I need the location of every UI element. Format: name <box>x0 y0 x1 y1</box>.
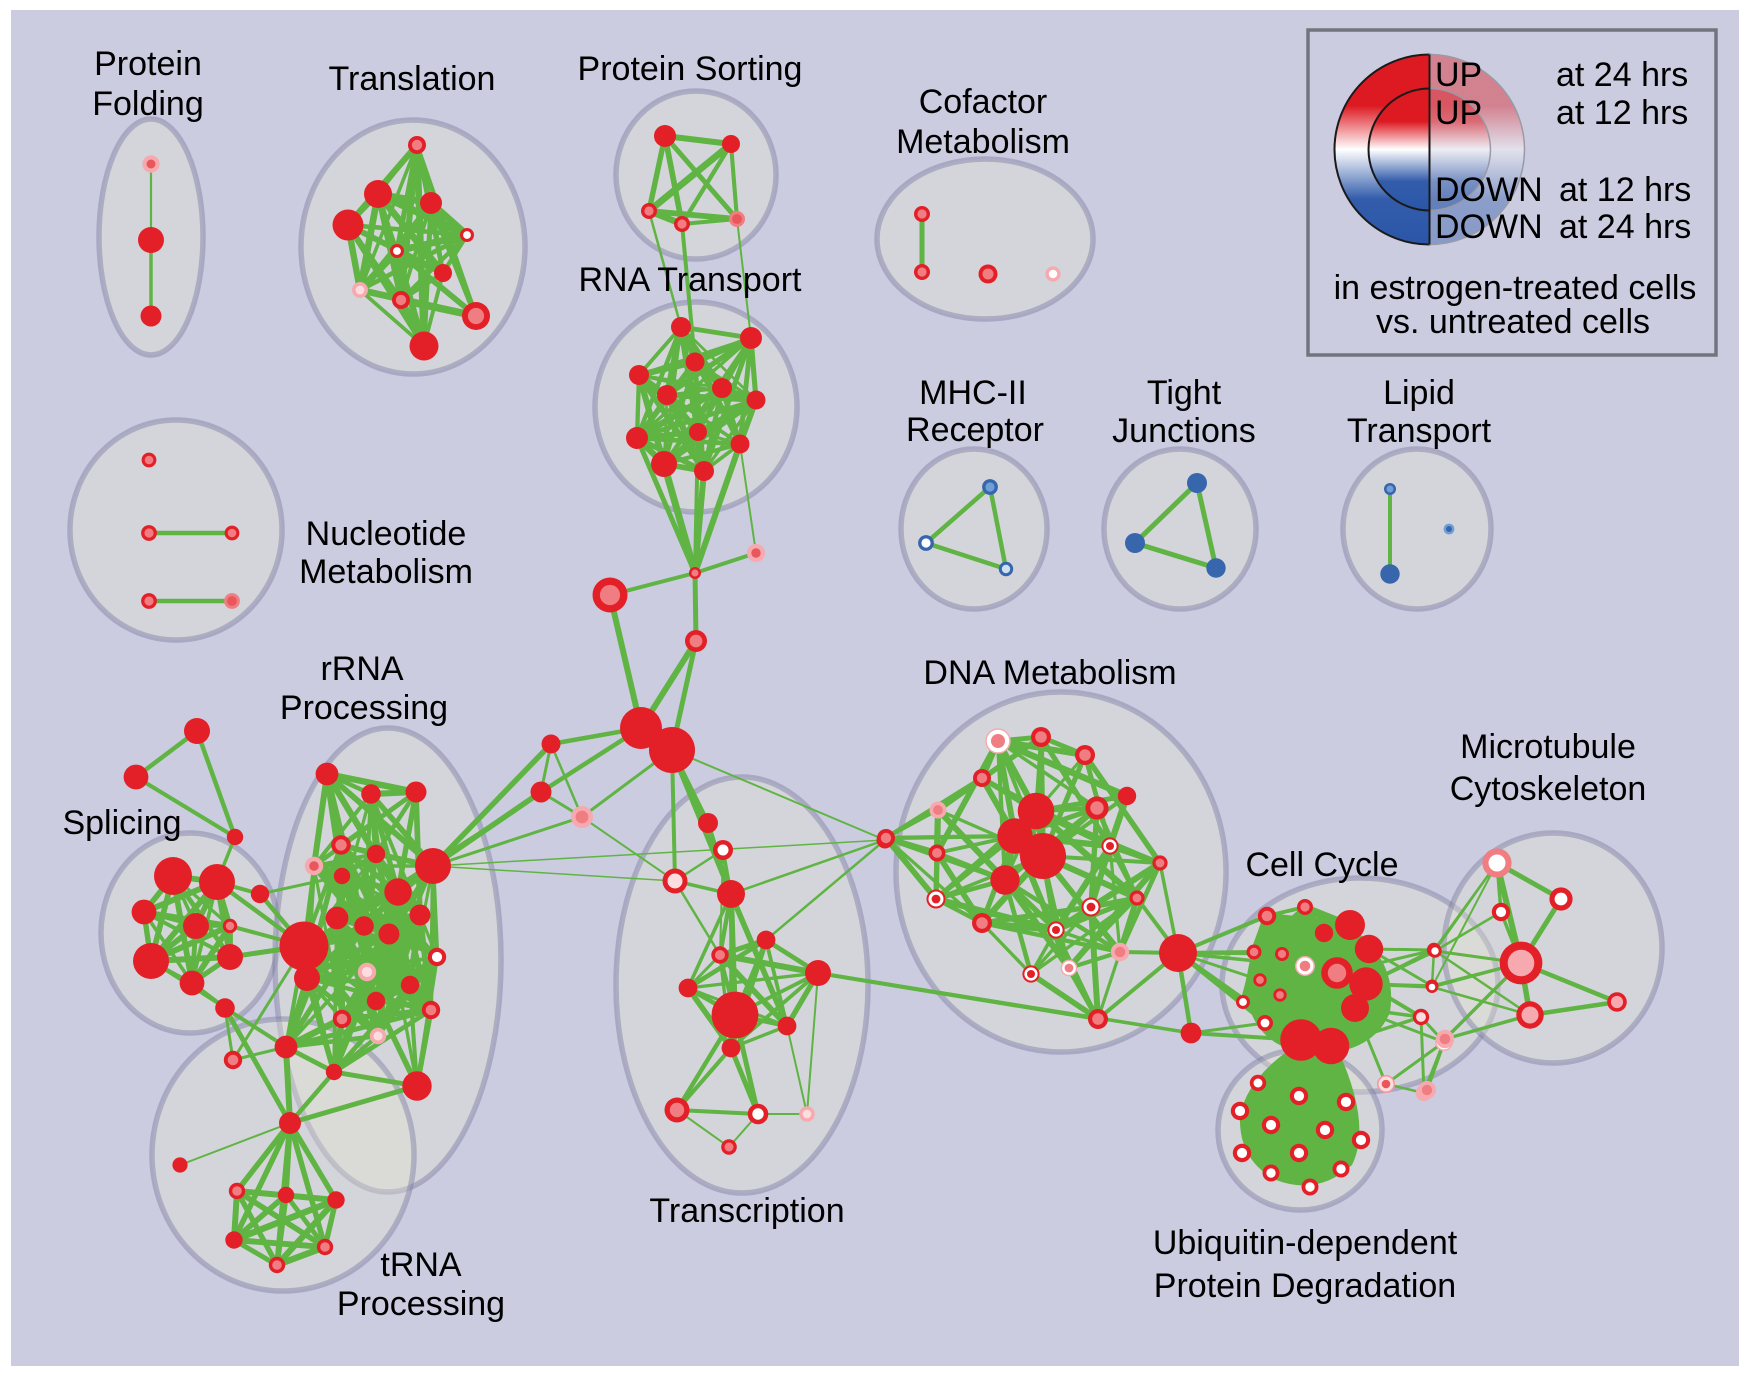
svg-text:at 24 hrs: at 24 hrs <box>1556 56 1688 94</box>
svg-text:RNA Transport: RNA Transport <box>579 261 803 299</box>
svg-text:Transcription: Transcription <box>649 1192 844 1230</box>
svg-text:Cofactor: Cofactor <box>919 83 1048 121</box>
svg-text:Metabolism: Metabolism <box>299 553 473 591</box>
svg-text:UP: UP <box>1435 94 1482 132</box>
svg-text:DOWN: DOWN <box>1435 208 1543 246</box>
svg-text:Processing: Processing <box>280 689 448 727</box>
svg-text:Cell Cycle: Cell Cycle <box>1245 846 1398 884</box>
svg-text:UP: UP <box>1435 56 1482 94</box>
svg-text:Receptor: Receptor <box>906 411 1044 449</box>
svg-text:Tight: Tight <box>1147 374 1222 412</box>
svg-text:Cytoskeleton: Cytoskeleton <box>1450 770 1647 808</box>
svg-text:Splicing: Splicing <box>62 804 181 842</box>
svg-text:at 24 hrs: at 24 hrs <box>1559 208 1691 246</box>
svg-text:in estrogen-treated cells: in estrogen-treated cells <box>1334 269 1697 307</box>
svg-text:Processing: Processing <box>337 1285 505 1323</box>
svg-text:vs. untreated cells: vs. untreated cells <box>1376 303 1650 341</box>
svg-text:Folding: Folding <box>92 85 204 123</box>
svg-text:at 12 hrs: at 12 hrs <box>1556 94 1688 132</box>
svg-text:Metabolism: Metabolism <box>896 123 1070 161</box>
svg-text:rRNA: rRNA <box>320 650 403 688</box>
svg-text:Translation: Translation <box>329 60 496 98</box>
svg-text:DOWN: DOWN <box>1435 171 1543 209</box>
svg-text:Transport: Transport <box>1347 412 1492 450</box>
svg-text:Protein: Protein <box>94 45 202 83</box>
svg-text:Lipid: Lipid <box>1383 374 1455 412</box>
svg-text:at 12 hrs: at 12 hrs <box>1559 171 1691 209</box>
svg-text:DNA Metabolism: DNA Metabolism <box>923 654 1176 692</box>
svg-text:Protein Degradation: Protein Degradation <box>1154 1267 1456 1305</box>
svg-text:Microtubule: Microtubule <box>1460 728 1636 766</box>
svg-text:MHC-II: MHC-II <box>919 374 1027 412</box>
svg-text:Protein Sorting: Protein Sorting <box>578 50 803 88</box>
svg-text:Junctions: Junctions <box>1112 412 1256 450</box>
svg-text:Ubiquitin-dependent: Ubiquitin-dependent <box>1153 1224 1458 1262</box>
svg-text:tRNA: tRNA <box>380 1246 462 1284</box>
svg-text:Nucleotide: Nucleotide <box>306 515 467 553</box>
